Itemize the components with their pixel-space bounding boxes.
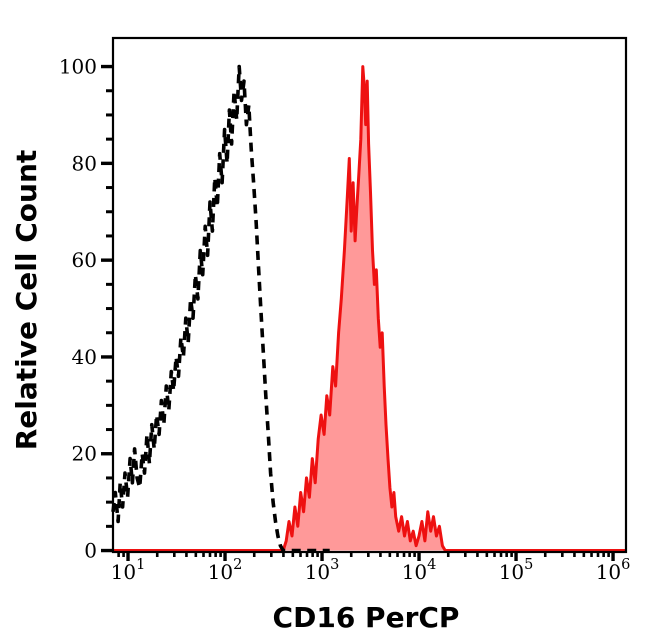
x-tick-exponent-2: 2 — [233, 557, 242, 573]
y-tick-label-100: 100 — [59, 55, 97, 79]
y-tick-label-0: 0 — [84, 539, 97, 563]
unstained-control-curve — [111, 64, 330, 553]
x-tick-exponent-4: 4 — [427, 557, 436, 573]
x-tick-exponent-3: 3 — [330, 557, 339, 573]
x-tick-label-1e5: 105 — [499, 557, 534, 584]
x-tick-label-1e2: 102 — [208, 557, 243, 584]
y-tick-label-60: 60 — [72, 248, 97, 272]
x-axis-title: CD16 PerCP — [273, 601, 460, 634]
x-tick-label-1e6: 106 — [596, 557, 631, 584]
x-tick-label-1e3: 103 — [305, 557, 340, 584]
cd16-percp-stained-curve — [113, 65, 626, 552]
y-axis-title: Relative Cell Count — [10, 150, 43, 451]
y-tick-label-40: 40 — [72, 345, 97, 369]
curve-layer — [111, 64, 626, 553]
y-tick-label-80: 80 — [72, 151, 97, 175]
x-tick-exponent-6: 6 — [621, 557, 630, 573]
x-tick-exponent-5: 5 — [524, 557, 533, 573]
x-tick-label-1e1: 101 — [111, 557, 146, 584]
axis-tick-layer — [101, 64, 615, 561]
cd16-percp-stained-fill — [113, 66, 626, 551]
x-tick-label-1e4: 104 — [402, 557, 437, 584]
y-tick-label-20: 20 — [72, 442, 97, 466]
x-tick-exponent-1: 1 — [136, 557, 145, 573]
